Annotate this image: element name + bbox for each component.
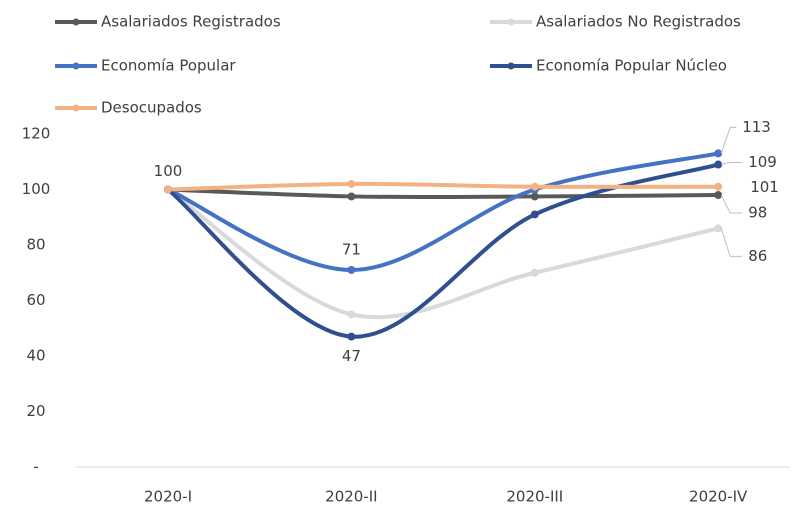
point-marker [714, 182, 723, 191]
y-tick-label: 80 [26, 236, 45, 254]
point-marker [347, 310, 356, 319]
data-label: 101 [750, 178, 779, 196]
point-marker [530, 268, 539, 277]
data-label: 71 [342, 240, 361, 258]
legend-marker [72, 18, 80, 26]
series-line [166, 187, 719, 320]
legend-label: Economía Popular [101, 57, 236, 75]
data-label: 113 [742, 118, 771, 136]
data-label: 47 [342, 347, 361, 365]
legend-marker [507, 18, 515, 26]
y-tick-label: 100 [22, 180, 51, 198]
legend-marker [72, 104, 80, 112]
point-marker [530, 182, 539, 191]
point-marker [714, 191, 723, 200]
series-line [167, 151, 719, 272]
point-marker [530, 192, 539, 201]
point-marker [347, 192, 356, 201]
legend-marker [72, 62, 80, 70]
point-marker [714, 160, 723, 169]
point-marker [530, 210, 539, 219]
x-tick-label: 2020-II [325, 488, 377, 506]
y-tick-label: 40 [26, 347, 45, 365]
leader-line [720, 126, 737, 154]
series-line [167, 187, 719, 200]
x-tick-label: 2020-I [144, 488, 192, 506]
series-line [166, 162, 719, 339]
legend-marker [507, 62, 515, 70]
legend-label: Economía Popular Núcleo [536, 57, 727, 75]
data-label: 86 [748, 247, 767, 265]
y-tick-label: 20 [26, 402, 45, 420]
leader-line [721, 162, 743, 166]
legend-label: Desocupados [101, 99, 202, 117]
point-marker [164, 185, 172, 194]
leader-line [720, 194, 743, 214]
data-label: 98 [748, 204, 767, 222]
data-label: 109 [748, 153, 777, 171]
x-tick-label: 2020-IV [689, 488, 748, 506]
point-marker [347, 179, 356, 188]
y-tick-label: 60 [26, 291, 45, 309]
point-marker [714, 224, 723, 233]
point-marker [347, 265, 356, 274]
legend-label: Asalariados Registrados [101, 13, 281, 31]
point-marker [714, 149, 723, 158]
legend-label: Asalariados No Registrados [536, 13, 741, 31]
y-tick-label: 120 [22, 125, 51, 143]
point-marker [347, 332, 356, 341]
series-line [167, 181, 719, 192]
data-label: 100 [154, 162, 183, 180]
y-tick-label: - [33, 458, 38, 476]
x-tick-label: 2020-III [506, 488, 563, 506]
leader-line [720, 228, 743, 257]
